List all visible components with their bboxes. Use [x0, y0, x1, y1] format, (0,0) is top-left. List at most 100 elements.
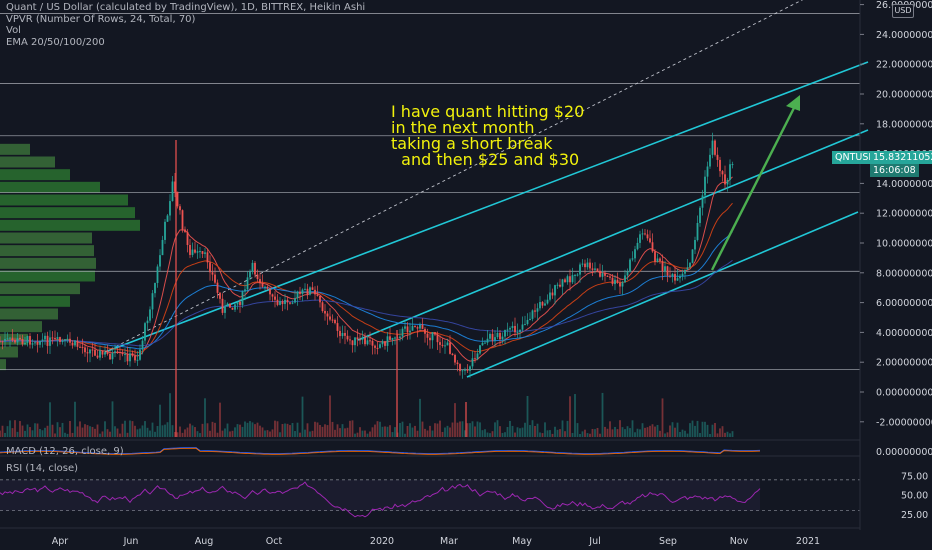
candle-body: [109, 354, 111, 360]
candle-body: [479, 345, 481, 354]
rsi-title[interactable]: RSI (14, close): [6, 463, 79, 474]
candle-body: [36, 342, 39, 345]
candle-body: [651, 242, 654, 252]
volume-bar: [44, 427, 46, 437]
candle-body: [596, 268, 599, 271]
candle-body: [269, 288, 271, 295]
currency-button[interactable]: USD: [892, 4, 914, 18]
volume-bar: [494, 422, 496, 437]
candle-body: [471, 358, 474, 367]
volume-profile-row: [0, 207, 135, 219]
volume-bar: [151, 422, 154, 437]
volume-bar: [26, 424, 29, 437]
volume-bar: [666, 432, 669, 437]
candle-body: [541, 302, 544, 306]
volume-bar: [289, 425, 291, 437]
volume-bar: [131, 421, 134, 437]
candle-body: [86, 352, 89, 354]
macd-title[interactable]: MACD (12, 26, close, 9): [6, 446, 124, 457]
volume-bar: [359, 427, 361, 437]
candle-body: [6, 338, 9, 340]
annotation-line: taking a short break: [391, 134, 553, 153]
volume-bar: [31, 430, 34, 437]
volume-bar: [634, 432, 636, 437]
symbol-title[interactable]: Quant / US Dollar (calculated by Trading…: [6, 2, 366, 13]
volume-bar: [716, 433, 719, 437]
volume-bar: [539, 432, 541, 437]
candle-body: [251, 262, 254, 272]
candle-body: [321, 302, 324, 312]
volume-bar: [224, 428, 226, 437]
indicator-ema[interactable]: EMA 20/50/100/200: [6, 36, 105, 48]
symbol-label: QNTUSD: [835, 152, 876, 163]
price-tick-label: 2.00000000: [876, 358, 932, 369]
candle-body: [16, 337, 19, 343]
volume-bar: [569, 396, 571, 437]
candle-body: [319, 295, 321, 303]
candle-body: [706, 166, 709, 177]
candle-body: [239, 301, 241, 305]
candle-body: [661, 260, 664, 272]
candle-body: [386, 336, 389, 346]
volume-bar: [281, 424, 284, 437]
indicator-vpvr[interactable]: VPVR (Number Of Rows, 24, Total, 70): [6, 13, 196, 25]
volume-bar: [299, 432, 301, 437]
candle-body: [161, 239, 164, 256]
candle-body: [206, 252, 209, 263]
candle-body: [44, 335, 46, 340]
volume-profile-row: [0, 156, 55, 168]
candle-body: [501, 336, 504, 340]
volume-bar: [579, 433, 581, 437]
candle-body: [674, 274, 676, 281]
rsi-tick-label: 75.00: [901, 471, 928, 482]
volume-bar: [166, 422, 169, 437]
rsi-tick-label: 25.00: [901, 510, 928, 521]
candle-body: [636, 242, 639, 250]
candle-body: [454, 354, 456, 363]
candle-body: [581, 263, 584, 265]
candle-body: [676, 278, 679, 281]
candle-body: [136, 359, 139, 361]
volume-bar: [91, 426, 94, 437]
candle-body: [694, 240, 696, 250]
volume-bar: [436, 423, 439, 437]
candle-body: [264, 286, 266, 288]
volume-profile-row: [0, 194, 128, 206]
candle-body: [126, 353, 129, 362]
volume-bar: [676, 422, 679, 437]
volume-bar: [114, 426, 116, 437]
volume-bar: [374, 424, 376, 437]
volume-bar: [519, 428, 521, 437]
candle-body: [231, 307, 234, 310]
indicator-vol[interactable]: Vol: [6, 25, 21, 36]
candle-body: [446, 342, 449, 346]
volume-bar: [669, 425, 671, 437]
volume-bar: [34, 423, 36, 437]
channel-line: [357, 129, 869, 341]
candle-body: [306, 288, 309, 295]
volume-bar: [76, 426, 79, 437]
chart-annotation[interactable]: I have quant hitting $20 in the next mon…: [391, 104, 584, 168]
volume-bar: [316, 422, 319, 437]
volume-bar: [146, 427, 149, 437]
volume-bar: [284, 423, 286, 437]
candle-body: [341, 333, 344, 337]
candle-body: [731, 164, 734, 166]
volume-bar: [39, 428, 41, 437]
candle-body: [439, 342, 441, 345]
candle-body: [131, 353, 134, 356]
candle-body: [634, 249, 636, 259]
volume-bar: [279, 432, 281, 437]
volume-bar: [9, 420, 11, 437]
candle-body: [639, 234, 641, 243]
candle-body: [599, 270, 601, 277]
volume-bar: [726, 431, 729, 437]
volume-bar: [594, 429, 596, 437]
volume-bar: [724, 432, 726, 437]
candle-body: [561, 279, 564, 287]
volume-bars: [0, 392, 734, 437]
ema-line: [0, 202, 733, 354]
